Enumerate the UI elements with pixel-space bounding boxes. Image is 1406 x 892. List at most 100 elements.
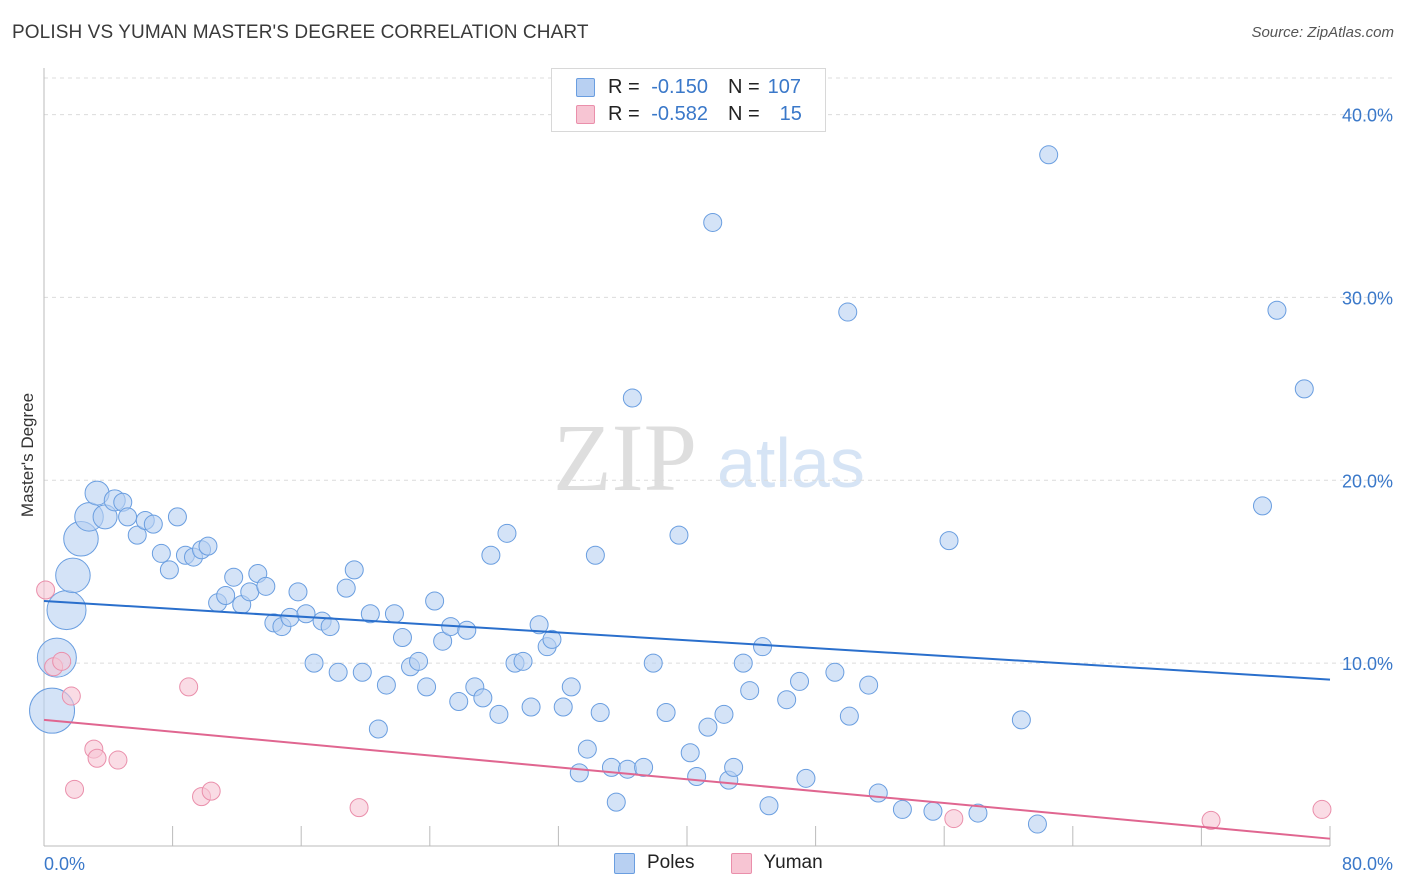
point-poles [457,620,477,640]
legend-row-yuman: R = -0.582 N = 15 [576,101,802,127]
point-poles [320,617,340,637]
point-poles [328,662,348,682]
point-poles [352,662,372,682]
point-poles [433,631,453,651]
point-poles [561,677,581,697]
point-yuman [944,809,964,829]
stats-legend: R = -0.150 N = 107 R = -0.582 N = 15 [551,68,826,132]
legend-r-label: R = [608,102,640,125]
point-poles [939,531,959,551]
legend-n-value: 15 [779,102,802,125]
point-poles [288,582,308,602]
point-poles [336,578,356,598]
point-poles [55,557,91,594]
point-yuman [61,686,81,706]
watermark-zip: ZIP [553,404,697,511]
point-poles [777,690,797,710]
watermark: ZIP atlas [553,404,865,511]
y-axis-title: Master's Degree [18,393,37,517]
point-poles [240,582,260,602]
legend-label-yuman: Yuman [763,852,823,873]
point-poles [159,560,179,580]
point-poles [790,671,810,691]
point-poles [151,543,171,563]
legend-n-label: N = [727,102,760,125]
point-poles [481,545,501,565]
point-yuman [108,750,128,770]
point-poles [585,545,605,565]
legend-r-label: R = [608,75,640,98]
trend-line-yuman [43,718,1331,840]
point-poles [839,706,859,726]
point-poles [143,514,163,534]
point-poles [216,585,236,605]
point-poles [643,653,663,673]
point-poles [1294,379,1314,399]
point-poles [892,799,912,819]
point-poles [521,697,541,717]
point-poles [680,743,700,763]
point-poles [724,757,744,777]
legend-swatch-poles [614,852,635,874]
point-poles [968,803,988,823]
point-poles [127,525,147,545]
point-poles [759,796,779,816]
point-poles [167,507,187,527]
point-poles [473,688,493,708]
point-poles [417,677,437,697]
point-yuman [349,798,369,818]
point-poles [384,604,404,624]
point-poles [425,591,445,611]
x-tick-label: 80.0% [1342,854,1393,874]
point-poles [256,576,276,596]
point-poles [618,759,638,779]
point-yuman [1312,799,1332,819]
point-poles [868,783,888,803]
watermark-atlas: atlas [717,424,865,502]
legend-r-value: -0.150 [651,75,708,98]
point-yuman [87,748,107,768]
legend-swatch-poles [576,77,595,97]
point-poles [859,675,879,695]
point-poles [1039,145,1059,165]
legend-swatch-yuman [576,104,595,124]
y-tick-label: 30.0% [1342,288,1393,308]
point-yuman [201,781,221,801]
point-poles [796,768,816,788]
point-poles [1027,814,1047,834]
point-poles [577,739,597,759]
legend-row-poles: R = -0.150 N = 107 [576,74,801,100]
point-poles [656,703,676,723]
point-poles [1267,300,1287,320]
point-poles [513,651,533,671]
point-poles [553,697,573,717]
point-poles [344,560,364,580]
point-yuman [1201,810,1221,830]
point-poles [368,719,388,739]
point-poles [409,651,429,671]
point-poles [46,590,87,631]
point-poles [634,757,654,777]
point-poles [304,653,324,673]
point-poles [622,388,642,408]
point-poles [280,607,300,627]
point-poles [825,662,845,682]
point-poles [740,681,760,701]
point-poles [118,507,138,527]
y-tick-label: 20.0% [1342,471,1393,491]
point-yuman [52,651,72,671]
point-poles [1011,710,1031,730]
point-poles [714,704,734,724]
point-yuman [179,677,199,697]
legend-swatch-yuman [730,852,752,874]
point-poles [1252,496,1272,516]
point-poles [753,637,773,657]
y-tick-label: 10.0% [1342,654,1393,674]
point-poles [529,615,549,635]
point-poles [489,704,509,724]
point-poles [542,629,562,649]
point-poles [838,302,858,322]
legend-n-label: N = [727,75,760,98]
point-poles [449,692,469,712]
